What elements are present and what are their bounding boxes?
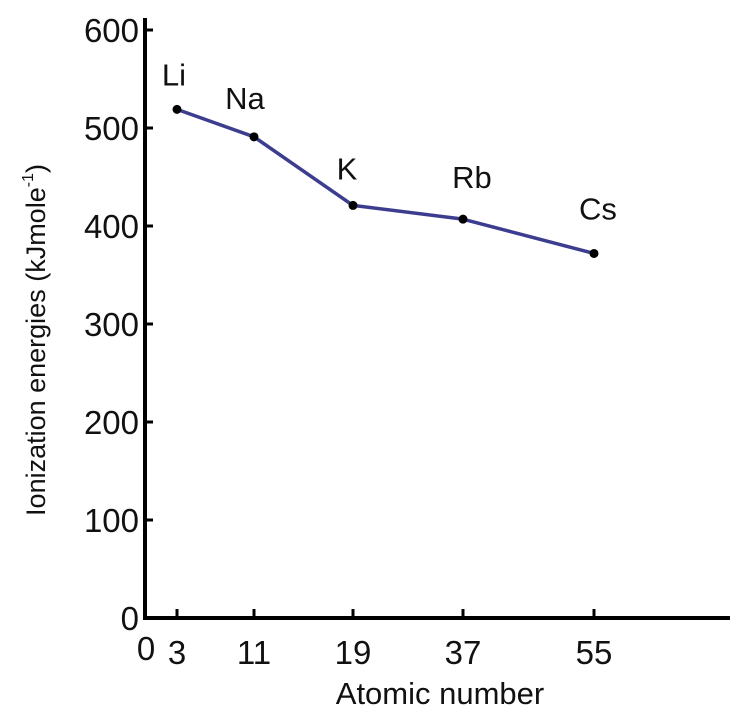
y-tick-label-200: 200 xyxy=(84,404,139,441)
x-origin-label: 0 xyxy=(137,630,155,667)
y-tick-label-100: 100 xyxy=(84,502,139,539)
series-group xyxy=(172,104,599,258)
data-point-Rb xyxy=(458,214,468,224)
x-tick-label-3: 3 xyxy=(168,634,186,671)
point-label-Rb: Rb xyxy=(452,160,492,195)
y-axis-title-superscript: -1 xyxy=(20,173,37,187)
series-line xyxy=(176,107,595,256)
x-tick-label-37: 37 xyxy=(445,634,482,671)
y-tick-label-300: 300 xyxy=(84,306,139,343)
data-point-Li xyxy=(172,104,182,114)
y-tick-label-500: 500 xyxy=(84,110,139,147)
data-point-Na xyxy=(249,132,259,142)
ticks-group: 0 100 200 300 400 500 600 0 3 11 19 37 55 xyxy=(84,12,612,671)
x-tick-label-19: 19 xyxy=(335,634,372,671)
y-tick-label-0: 0 xyxy=(121,600,139,637)
y-axis-title-main: Ionization energies (kJmole xyxy=(21,187,51,516)
y-axis-title: Ionization energies (kJmole-1) xyxy=(20,164,51,516)
x-axis-title: Atomic number xyxy=(336,676,544,711)
x-tick-label-11: 11 xyxy=(237,634,271,671)
data-point-Cs xyxy=(589,248,599,258)
point-label-K: K xyxy=(337,151,358,186)
y-tick-label-400: 400 xyxy=(84,208,139,245)
x-tick-label-55: 55 xyxy=(576,634,613,671)
y-axis-title-close: ) xyxy=(21,164,51,173)
point-label-Cs: Cs xyxy=(579,191,617,226)
point-label-Li: Li xyxy=(162,57,186,92)
point-label-Na: Na xyxy=(225,81,265,116)
data-point-K xyxy=(348,200,358,210)
point-labels-group: Li Na K Rb Cs xyxy=(162,57,617,226)
y-tick-label-600: 600 xyxy=(84,12,139,49)
